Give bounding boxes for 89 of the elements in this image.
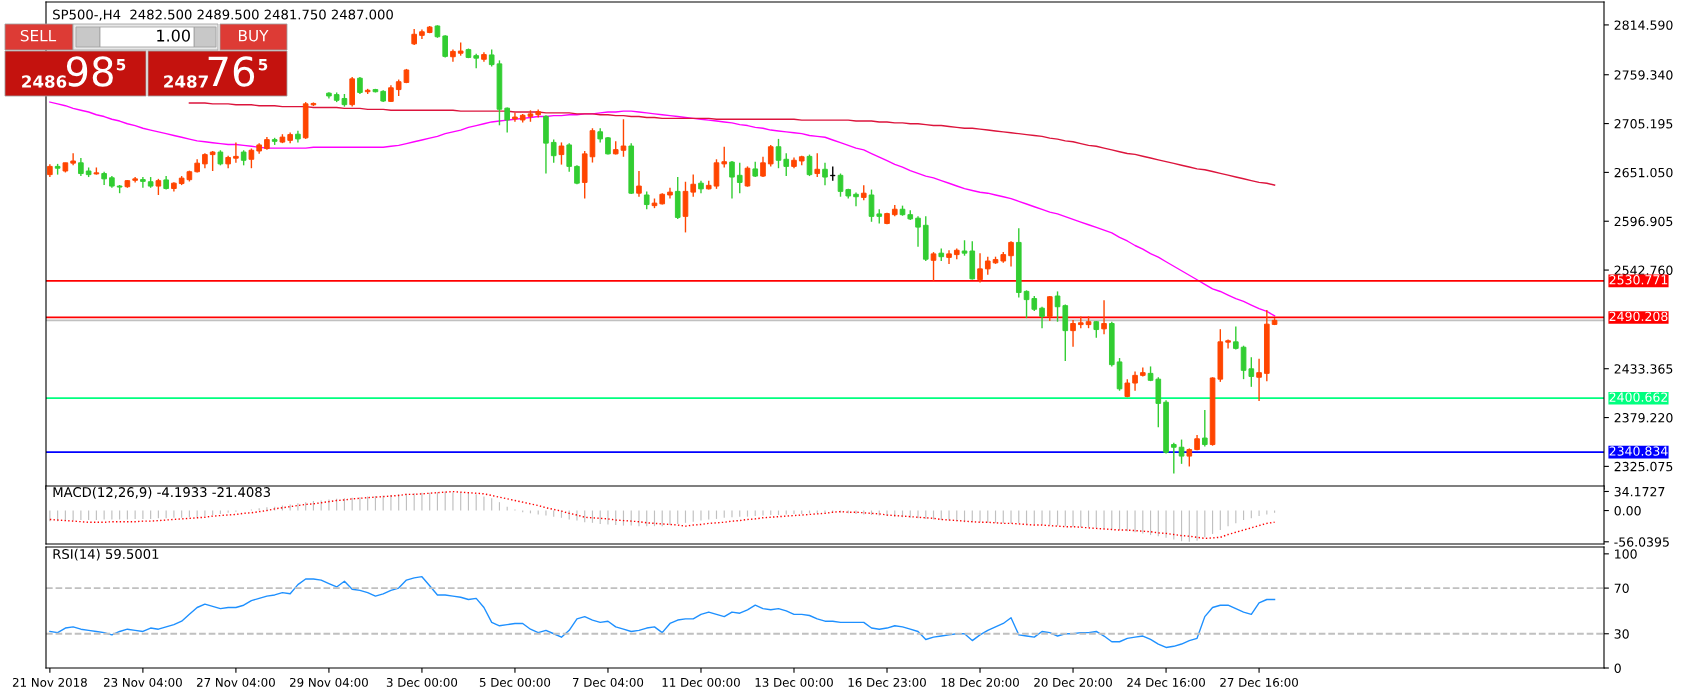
candlestick bbox=[868, 188, 875, 223]
chart-title: MACD(12,26,9) -4.1933 -21.4083 bbox=[53, 486, 271, 499]
candlestick bbox=[775, 138, 782, 169]
candlestick bbox=[1008, 240, 1014, 268]
candlestick bbox=[1178, 438, 1185, 465]
ref-line-label: 2400.662 bbox=[1609, 392, 1668, 402]
candlestick bbox=[930, 251, 937, 282]
y-tick-label: 0 bbox=[1614, 663, 1621, 673]
candlestick bbox=[853, 191, 859, 208]
line-series bbox=[188, 102, 1276, 186]
annotation: BUY bbox=[239, 30, 269, 42]
x-tick-label: 21 Nov 2018 bbox=[12, 677, 87, 687]
y-tick-label: 2325.075 bbox=[1614, 461, 1673, 472]
annotation: 2487 bbox=[164, 75, 208, 88]
candlestick bbox=[767, 144, 774, 168]
line-series bbox=[49, 575, 1276, 649]
x-tick-label: 11 Dec 00:00 bbox=[662, 677, 740, 687]
x-tick-label: 23 Nov 04:00 bbox=[103, 677, 182, 687]
ref-line-label: 2490.208 bbox=[1609, 311, 1668, 322]
candlestick bbox=[1039, 306, 1045, 329]
candlestick bbox=[822, 162, 828, 187]
y-tick-label: 2433.365 bbox=[1614, 364, 1673, 374]
candlestick bbox=[814, 152, 821, 178]
chart-title: RSI(14) 59.5001 bbox=[53, 548, 159, 561]
x-tick-label: 27 Dec 16:00 bbox=[1220, 677, 1298, 687]
y-tick-label: 34.1727 bbox=[1614, 486, 1665, 497]
candlestick bbox=[736, 162, 743, 194]
candlestick bbox=[1046, 295, 1053, 322]
candlestick bbox=[713, 158, 720, 190]
y-tick-label: 2759.340 bbox=[1614, 70, 1673, 80]
candlestick bbox=[233, 141, 239, 164]
candlestick bbox=[744, 165, 751, 188]
x-tick-label: 29 Nov 04:00 bbox=[289, 677, 368, 687]
x-tick-label: 3 Dec 00:00 bbox=[386, 677, 458, 687]
x-tick-label: 16 Dec 23:00 bbox=[848, 677, 926, 687]
candlestick bbox=[550, 138, 557, 164]
candlestick bbox=[1202, 409, 1208, 448]
y-tick-label: 100 bbox=[1615, 549, 1637, 559]
candlestick bbox=[636, 170, 642, 198]
candlestick bbox=[1132, 370, 1138, 392]
y-tick-label: 70 bbox=[1614, 583, 1629, 594]
annotation: 98 bbox=[66, 56, 113, 87]
annotation: 1.00 bbox=[157, 29, 190, 42]
x-tick-label: 20 Dec 20:00 bbox=[1034, 677, 1112, 687]
x-tick-label: 7 Dec 04:00 bbox=[572, 677, 644, 687]
candlestick bbox=[729, 160, 735, 200]
candlestick bbox=[1256, 358, 1262, 402]
candlestick bbox=[558, 141, 565, 166]
y-tick-label: 2596.905 bbox=[1614, 216, 1673, 227]
y-tick-label: -56.0395 bbox=[1614, 537, 1669, 547]
candlestick bbox=[783, 152, 790, 177]
candlestick bbox=[1233, 325, 1239, 351]
line-series bbox=[49, 101, 1276, 317]
text: SP500-,H4 2482.500 2489.500 2481.750 2487.000 bbox=[53, 9, 393, 21]
candlestick bbox=[915, 215, 921, 248]
candlestick bbox=[946, 249, 952, 265]
candlestick bbox=[473, 53, 480, 69]
ref-line-label: 2530.771 bbox=[1609, 275, 1668, 285]
x-tick-label: 5 Dec 00:00 bbox=[479, 677, 551, 687]
candlestick bbox=[140, 176, 146, 189]
candlestick bbox=[1101, 299, 1107, 335]
annotation: 5 bbox=[116, 59, 126, 71]
candlestick bbox=[566, 142, 573, 173]
x-tick-label: 24 Dec 16:00 bbox=[1127, 677, 1205, 687]
annotation: 5 bbox=[258, 59, 268, 71]
candlestick bbox=[690, 173, 697, 198]
candlestick bbox=[977, 252, 983, 284]
x-tick-label: 13 Dec 00:00 bbox=[755, 677, 833, 687]
candlestick bbox=[78, 157, 84, 177]
annotation: 76 bbox=[208, 56, 255, 87]
y-tick-label: 2379.220 bbox=[1614, 413, 1673, 423]
candlestick bbox=[1170, 441, 1177, 475]
candlestick bbox=[1070, 319, 1076, 348]
x-tick-label: 27 Nov 04:00 bbox=[196, 677, 275, 687]
y-tick-label: 2651.050 bbox=[1614, 167, 1673, 178]
y-tick-label: 2542.760 bbox=[1614, 265, 1673, 275]
candlestick bbox=[248, 147, 255, 169]
y-tick-label: 30 bbox=[1614, 629, 1629, 639]
y-tick-label: 0.00 bbox=[1614, 506, 1641, 516]
candlestick bbox=[1186, 447, 1193, 468]
y-tick-label: 2814.590 bbox=[1614, 20, 1673, 30]
ref-line-label: 2340.834 bbox=[1609, 446, 1668, 456]
y-tick-label: 2705.195 bbox=[1614, 119, 1673, 129]
annotation: 2486 bbox=[22, 75, 67, 88]
candlestick bbox=[70, 152, 76, 167]
annotation: SELL bbox=[20, 29, 57, 42]
x-tick-label: 18 Dec 20:00 bbox=[941, 677, 1019, 687]
candlestick bbox=[504, 106, 511, 134]
candlestick bbox=[721, 146, 728, 169]
